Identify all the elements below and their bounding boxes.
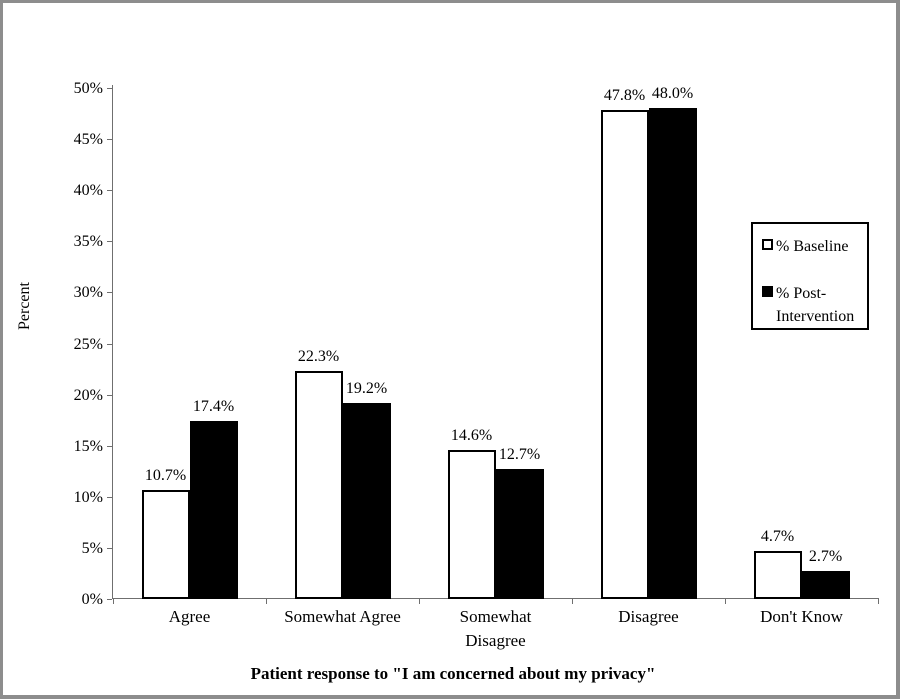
- y-tick-mark: [107, 496, 112, 498]
- y-tick-label: 25%: [73, 335, 103, 353]
- legend-entry-baseline: % Baseline: [762, 235, 848, 258]
- y-tick-mark: [107, 190, 112, 192]
- bar-post-don-t-know: [801, 571, 850, 599]
- y-tick-mark: [107, 88, 112, 89]
- bar-post-somewhat-agree: [342, 402, 391, 599]
- legend: % Baseline % Post- Intervention: [751, 222, 869, 330]
- x-tick-mark: [878, 599, 879, 604]
- bar-post-disagree: [648, 108, 697, 599]
- bar-post-agree: [189, 421, 238, 599]
- y-tick-label: 20%: [73, 386, 103, 404]
- bar-baseline-agree: [141, 489, 190, 599]
- y-tick-mark: [107, 599, 112, 600]
- y-tick-label: 45%: [73, 131, 103, 149]
- y-tick-label: 5%: [81, 539, 103, 557]
- bar-value-label-post-somewhat-agree: 19.2%: [345, 379, 388, 397]
- bar-value-label-baseline-agree: 10.7%: [144, 466, 187, 484]
- bar-value-label-baseline-somewhat-agree: 22.3%: [297, 348, 340, 366]
- bar-post-somewhat-disagree: [495, 469, 544, 599]
- legend-marker-post-icon: [762, 286, 773, 297]
- legend-label: % Baseline: [776, 238, 849, 255]
- legend-entry-post: % Post- Intervention: [762, 282, 854, 328]
- y-tick-label: 15%: [73, 437, 103, 455]
- y-axis-line: [112, 85, 113, 599]
- bar-value-label-baseline-don-t-know: 4.7%: [760, 527, 795, 545]
- x-axis-label-don-t-know: Don't Know: [760, 607, 843, 626]
- x-tick-mark: [266, 599, 267, 604]
- x-axis-label-somewhat-disagree: Somewhat Disagree: [459, 607, 532, 650]
- bar-value-label-post-somewhat-disagree: 12.7%: [498, 446, 541, 464]
- y-tick-label: 50%: [73, 80, 103, 97]
- x-tick-mark: [725, 599, 726, 604]
- bar-value-label-post-don-t-know: 2.7%: [808, 548, 843, 566]
- bar-value-label-post-disagree: 48.0%: [651, 85, 694, 103]
- legend-marker-baseline-icon: [762, 239, 773, 250]
- bar-value-label-baseline-disagree: 47.8%: [603, 87, 646, 105]
- x-tick-mark: [572, 599, 573, 604]
- y-tick-mark: [107, 343, 112, 345]
- y-tick-label: 10%: [73, 488, 103, 506]
- legend-label: % Post- Intervention: [776, 285, 855, 325]
- bar-value-label-post-agree: 17.4%: [192, 398, 235, 416]
- x-tick-mark: [419, 599, 420, 604]
- y-tick-mark: [107, 139, 112, 141]
- y-tick-label: 35%: [73, 233, 103, 251]
- bar-value-label-baseline-somewhat-disagree: 14.6%: [450, 426, 493, 444]
- bar-baseline-disagree: [600, 110, 649, 599]
- y-tick-mark: [107, 547, 112, 549]
- bar-baseline-somewhat-disagree: [447, 449, 496, 599]
- y-tick-mark: [107, 292, 112, 294]
- x-axis-label-somewhat-agree: Somewhat Agree: [284, 607, 401, 626]
- y-tick-mark: [107, 394, 112, 396]
- x-tick-mark: [113, 599, 114, 604]
- x-axis-label-agree: Agree: [168, 607, 211, 626]
- y-axis-title-text: Percent: [16, 282, 33, 330]
- x-axis-label-disagree: Disagree: [618, 607, 679, 626]
- y-tick-mark: [107, 445, 112, 447]
- y-tick-label: 30%: [73, 284, 103, 302]
- y-tick-label: 40%: [73, 182, 103, 200]
- bar-baseline-don-t-know: [753, 550, 802, 599]
- x-axis-title: Patient response to "I am concerned abou…: [250, 664, 656, 683]
- y-tick-mark: [107, 241, 112, 243]
- bar-baseline-somewhat-agree: [294, 371, 343, 599]
- y-tick-label: 0%: [81, 591, 103, 608]
